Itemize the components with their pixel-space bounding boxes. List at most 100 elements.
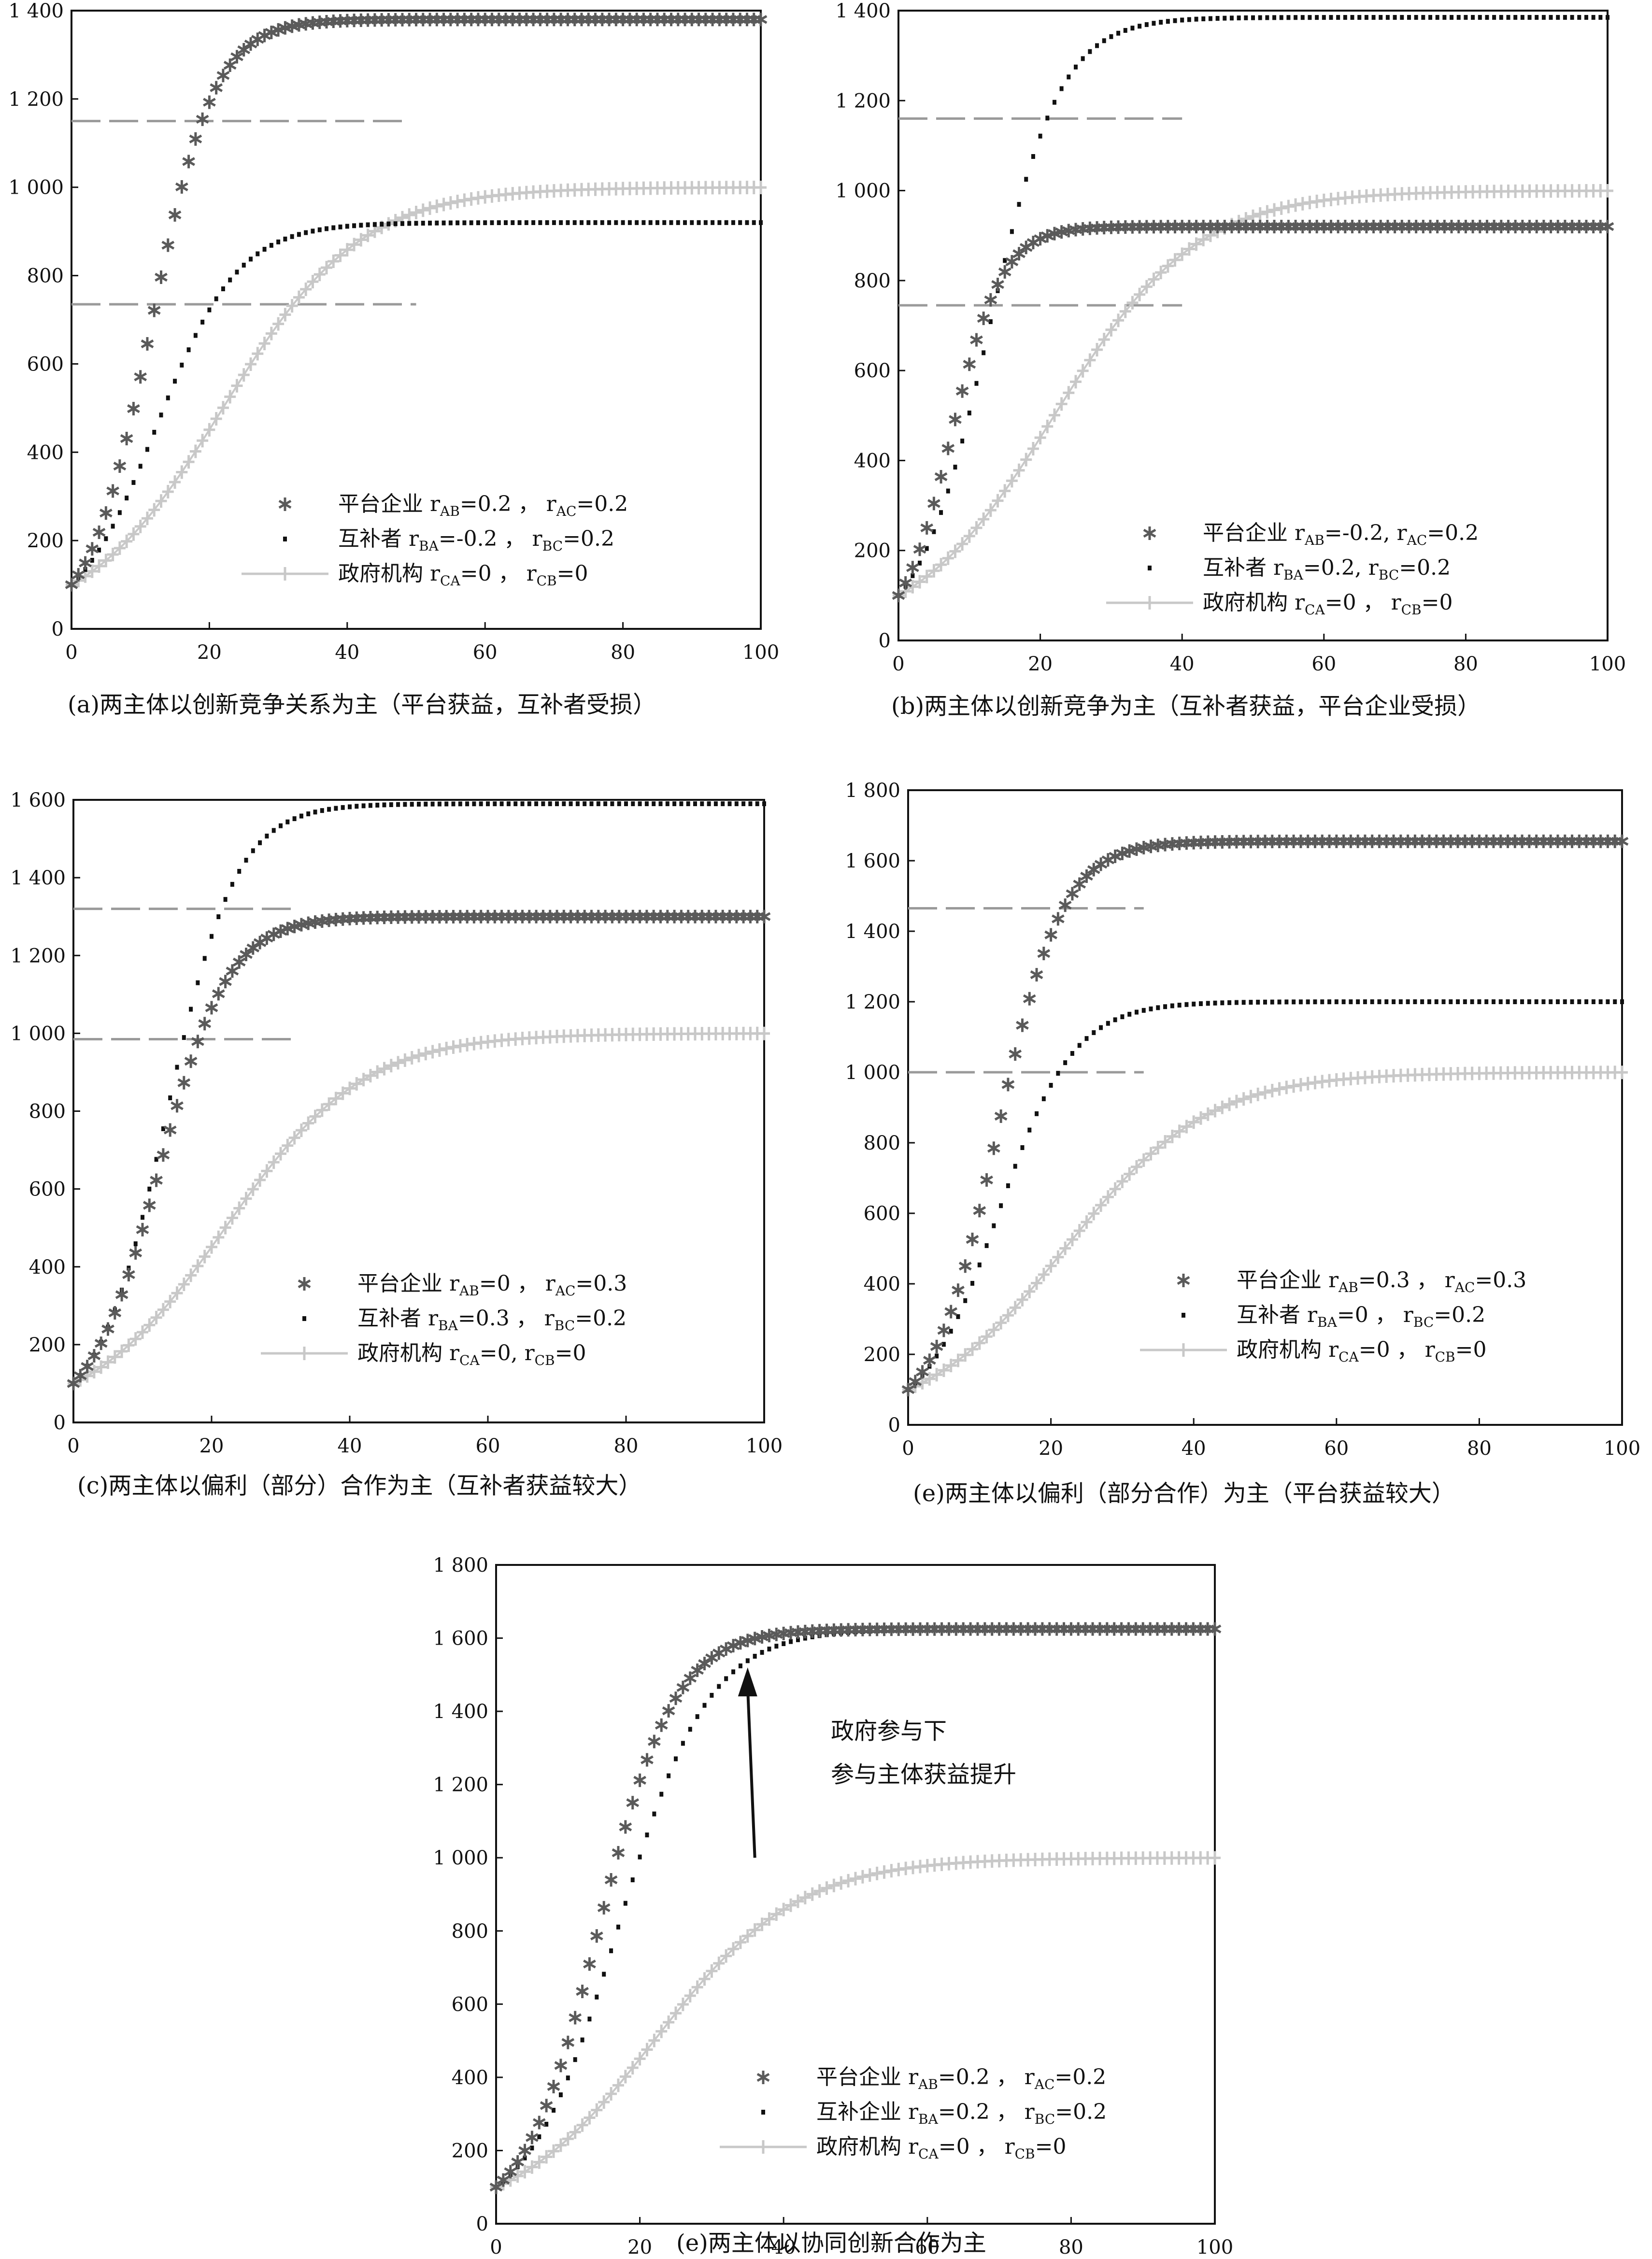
data-point-government	[713, 1956, 725, 1970]
data-point-platform	[619, 1820, 632, 1834]
data-point-platform	[899, 1622, 912, 1636]
data-point-complementor	[1170, 1003, 1174, 1009]
data-point-platform	[626, 909, 640, 923]
data-point-platform	[1381, 220, 1395, 234]
legend-marker-complementor	[302, 1316, 306, 1321]
data-point-government	[835, 1876, 847, 1890]
data-point-government	[778, 1903, 790, 1917]
data-point-complementor	[1063, 1060, 1068, 1066]
data-point-platform	[623, 13, 637, 27]
data-point-complementor	[1513, 999, 1517, 1005]
data-point-complementor	[513, 801, 518, 807]
data-point-complementor	[967, 411, 971, 416]
data-point-platform	[657, 13, 671, 27]
data-point-platform	[1481, 220, 1494, 234]
data-point-complementor	[193, 333, 198, 338]
data-point-complementor	[541, 801, 545, 807]
data-point-complementor	[688, 1727, 692, 1732]
data-point-complementor	[731, 220, 735, 225]
data-point-platform	[1258, 835, 1272, 849]
plot-frame	[71, 10, 762, 630]
data-point-complementor	[1081, 56, 1085, 61]
data-point-platform	[747, 13, 761, 27]
data-point-platform	[81, 1360, 94, 1374]
data-point-government	[959, 1348, 971, 1362]
data-point-complementor	[1241, 1000, 1246, 1005]
data-point-complementor	[368, 803, 372, 808]
data-point-platform	[184, 1054, 198, 1068]
legend-label-platform: 平台企业 rAB=0.2 ， rAC=0.2	[816, 2065, 1106, 2092]
data-point-complementor	[1428, 14, 1432, 20]
data-point-government	[813, 1884, 826, 1898]
data-point-complementor	[648, 220, 653, 225]
data-point-platform	[691, 1663, 704, 1677]
data-point-government	[1166, 1129, 1178, 1143]
data-point-platform	[79, 556, 92, 570]
data-point-government	[410, 205, 422, 219]
y-tick-label: 1 400	[433, 1701, 488, 1723]
data-point-platform	[412, 910, 426, 924]
y-tick-label: 600	[864, 1203, 900, 1225]
data-point-complementor	[1556, 14, 1560, 20]
data-point-complementor	[1527, 999, 1531, 1005]
data-point-platform	[1012, 247, 1025, 261]
data-point-complementor	[186, 347, 191, 353]
y-tick-label: 1 600	[845, 850, 900, 872]
data-point-platform	[189, 132, 202, 146]
data-point-platform	[504, 2165, 517, 2179]
data-point-government	[320, 261, 332, 275]
data-point-complementor	[1006, 1183, 1010, 1188]
legend-item-complementor: 互补者 rBA=0.3 ， rBC=0.2	[302, 1306, 627, 1334]
data-point-platform	[985, 1622, 999, 1636]
data-point-platform	[1310, 220, 1324, 234]
data-point-platform	[987, 1141, 1000, 1155]
data-point-government	[1140, 280, 1153, 294]
data-point-government	[107, 548, 119, 562]
y-tick-label: 1 800	[845, 780, 900, 802]
data-point-complementor	[645, 1833, 649, 1838]
x-tick-label: 40	[771, 2236, 796, 2259]
data-point-complementor	[1308, 15, 1312, 20]
data-point-complementor	[602, 1972, 606, 1977]
data-point-complementor	[941, 1342, 946, 1347]
data-point-platform	[177, 1076, 191, 1090]
data-point-government	[519, 2165, 531, 2179]
series-platform	[901, 834, 1629, 1396]
data-point-platform	[1044, 928, 1057, 942]
x-tick-label: 100	[742, 641, 779, 664]
data-point-complementor	[430, 801, 435, 807]
legend-item-complementor: 互补者 rBA=0 ， rBC=0.2	[1182, 1303, 1485, 1330]
data-point-complementor	[949, 1329, 953, 1334]
data-point-complementor	[1102, 38, 1106, 43]
data-point-complementor	[1535, 14, 1539, 20]
data-point-government	[914, 575, 926, 589]
data-point-platform	[1444, 834, 1457, 848]
panel-caption: (e)两主体以协同创新合作为主	[676, 2230, 986, 2257]
data-point-platform	[1309, 834, 1322, 848]
data-point-complementor	[410, 802, 414, 807]
data-point-complementor	[476, 220, 480, 226]
y-tick-label: 1 600	[10, 789, 66, 811]
data-point-platform	[583, 1957, 596, 1971]
data-point-government	[1091, 343, 1103, 357]
data-point-platform	[219, 975, 232, 989]
data-point-platform	[108, 1306, 122, 1320]
data-point-platform	[147, 303, 161, 317]
data-point-complementor	[352, 223, 356, 228]
data-point-complementor	[524, 220, 528, 225]
data-point-government	[447, 1040, 459, 1054]
data-point-government	[1259, 1085, 1271, 1099]
data-point-platform	[647, 1734, 661, 1748]
data-point-complementor	[1286, 15, 1291, 20]
data-point-platform	[495, 909, 508, 923]
data-point-platform	[502, 909, 515, 923]
data-point-government	[749, 1923, 761, 1937]
data-point-platform	[191, 1035, 204, 1049]
data-point-government	[385, 1059, 397, 1073]
data-point-platform	[391, 910, 405, 924]
data-point-platform	[1572, 834, 1586, 848]
data-point-government	[1070, 375, 1082, 389]
legend-label-government: 政府机构 rCA=0 ， rCB=0	[816, 2134, 1066, 2162]
data-point-government	[548, 2144, 560, 2158]
data-point-complementor	[1249, 1000, 1253, 1005]
